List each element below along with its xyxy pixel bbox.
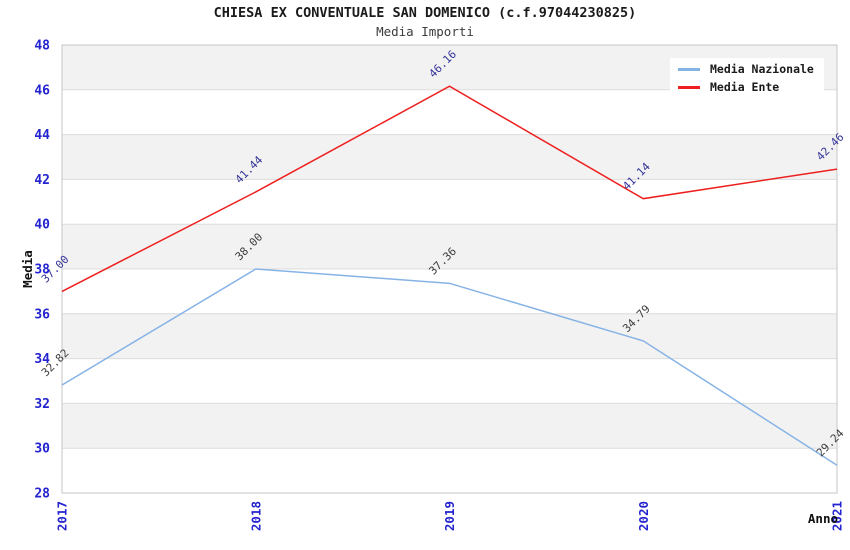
y-tick-label: 28 — [34, 487, 50, 502]
band — [62, 179, 837, 225]
series-line-media-nazionale — [61, 268, 838, 466]
plot-frame — [61, 44, 838, 494]
y-tick-label: 32 — [34, 397, 50, 412]
y-tick-label: 44 — [34, 128, 50, 143]
chart-title: CHIESA EX CONVENTUALE SAN DOMENICO (c.f.… — [214, 5, 637, 21]
x-axis-label: Anno — [808, 511, 838, 526]
x-tick-label: 2019 — [442, 501, 457, 531]
legend-item-media-ente: Media Ente — [678, 81, 814, 94]
band — [62, 358, 837, 404]
y-tick-label: 38 — [34, 263, 50, 278]
x-tick-labels: 2017 2018 2019 2020 2021 — [55, 501, 845, 531]
legend-label-media-nazionale: Media Nazionale — [710, 62, 814, 76]
y-tick-label: 36 — [34, 307, 50, 322]
x-tick-label: 2017 — [55, 501, 70, 531]
band — [62, 134, 837, 180]
y-tick-labels: 28 30 32 34 36 38 40 42 44 46 48 — [34, 39, 50, 502]
y-tick-label: 48 — [34, 39, 50, 54]
y-tick-label: 30 — [34, 442, 50, 457]
series-lines — [61, 85, 838, 466]
y-tick-label: 40 — [34, 218, 50, 233]
legend-item-media-nazionale: Media Nazionale — [678, 63, 814, 76]
x-tick-label: 2021 — [830, 501, 845, 531]
band — [62, 448, 837, 493]
y-tick-label: 46 — [34, 83, 50, 98]
y-axis-label: Media — [20, 250, 35, 288]
series-line-media-ente — [61, 85, 838, 293]
x-tick-label: 2020 — [636, 501, 651, 531]
legend: Media Nazionale Media Ente — [670, 58, 824, 101]
media-nazionale-line-swatch-icon — [678, 68, 700, 71]
band — [62, 224, 837, 269]
media-ente-line-swatch-icon — [678, 86, 700, 89]
y-tick-label: 42 — [34, 173, 50, 188]
band — [62, 403, 837, 449]
x-tick-label: 2018 — [248, 501, 263, 531]
chart-subtitle: Media Importi — [376, 24, 474, 39]
band — [62, 313, 837, 359]
y-tick-label: 34 — [34, 352, 50, 367]
legend-label-media-ente: Media Ente — [710, 80, 780, 94]
band — [62, 269, 837, 314]
